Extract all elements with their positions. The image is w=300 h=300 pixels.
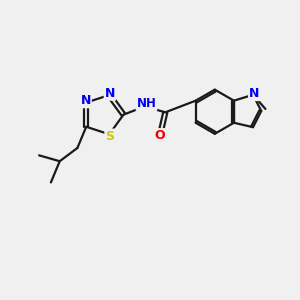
Text: N: N	[80, 94, 91, 107]
Text: N: N	[105, 87, 115, 100]
Text: S: S	[105, 130, 114, 142]
Text: N: N	[249, 87, 260, 100]
Text: NH: NH	[136, 97, 156, 110]
Text: O: O	[154, 129, 165, 142]
